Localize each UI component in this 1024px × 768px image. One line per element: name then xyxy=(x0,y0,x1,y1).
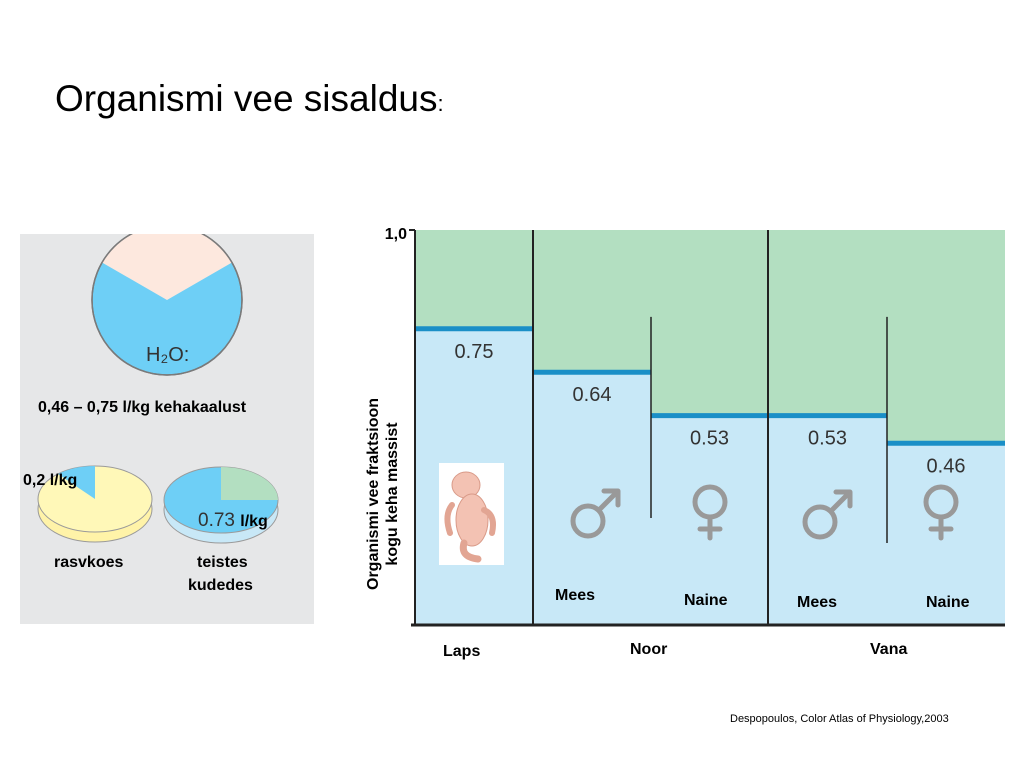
fat-pie-water-slice xyxy=(58,466,95,499)
h2o-pie-solids xyxy=(102,234,232,300)
male-symbol-circle-0 xyxy=(570,503,606,539)
baby-arm-left xyxy=(444,502,455,536)
y-axis-label: Organismi vee fraktsioon kogu keha massi… xyxy=(365,397,401,590)
tissue-water-value: 0.73 l/kg xyxy=(198,510,268,531)
baby-body xyxy=(455,493,489,547)
bar-water-4 xyxy=(887,443,1005,625)
male-symbol-arrow-1 xyxy=(828,491,851,514)
baby-head xyxy=(451,471,481,499)
source-citation: Despopoulos, Color Atlas of Physiology,2… xyxy=(730,713,949,725)
sex-label-noor-naine: Naine xyxy=(684,592,728,609)
male-symbol-head-0 xyxy=(601,488,621,508)
other-tissue-label-2: kudedes xyxy=(188,577,253,594)
bar-value-label-4: 0.46 xyxy=(927,455,966,477)
bar-water-3 xyxy=(768,415,887,625)
y-tick-label: 1,0 xyxy=(385,226,407,243)
x-label-laps: Laps xyxy=(443,643,481,660)
tissue-pie-solids-slice xyxy=(221,467,278,500)
baby-arm-right xyxy=(481,507,496,536)
sex-label-vana-mees: Mees xyxy=(797,594,838,611)
page-title: Organismi vee sisaldus: xyxy=(55,78,444,119)
bar-value-label-2: 0.53 xyxy=(690,428,729,450)
water-fraction-chart: 0.75 0.64 0.53 0.53 0.46 1,0 xyxy=(385,226,1005,627)
male-symbol-arrow-0 xyxy=(596,490,619,513)
h2o-label: H₂O: xyxy=(146,344,190,366)
sex-label-vana-naine: Naine xyxy=(926,594,970,611)
pie-diagrams xyxy=(37,234,279,544)
water-range-text: 0,46 – 0,75 l/kg kehakaalust xyxy=(38,399,247,416)
fat-water-value: 0,2 l/kg xyxy=(23,472,78,489)
left-panel: H₂O: 0,46 – 0,75 l/kg kehakaalust 0,2 l/… xyxy=(20,234,314,624)
bar-value-label-0: 0.75 xyxy=(455,341,494,363)
male-symbol-head-1 xyxy=(833,489,853,509)
x-label-noor: Noor xyxy=(630,641,668,658)
x-label-vana: Vana xyxy=(870,641,908,658)
male-symbol-circle-1 xyxy=(802,504,838,540)
bar-water-1 xyxy=(533,372,651,625)
baby-legs xyxy=(459,539,482,563)
bar-value-label-3: 0.53 xyxy=(808,428,847,450)
fat-tissue-label: rasvkoes xyxy=(54,554,124,571)
bar-value-label-1: 0.64 xyxy=(573,384,612,406)
other-tissue-label-1: teistes xyxy=(197,554,248,571)
sex-label-noor-mees: Mees xyxy=(555,587,596,604)
